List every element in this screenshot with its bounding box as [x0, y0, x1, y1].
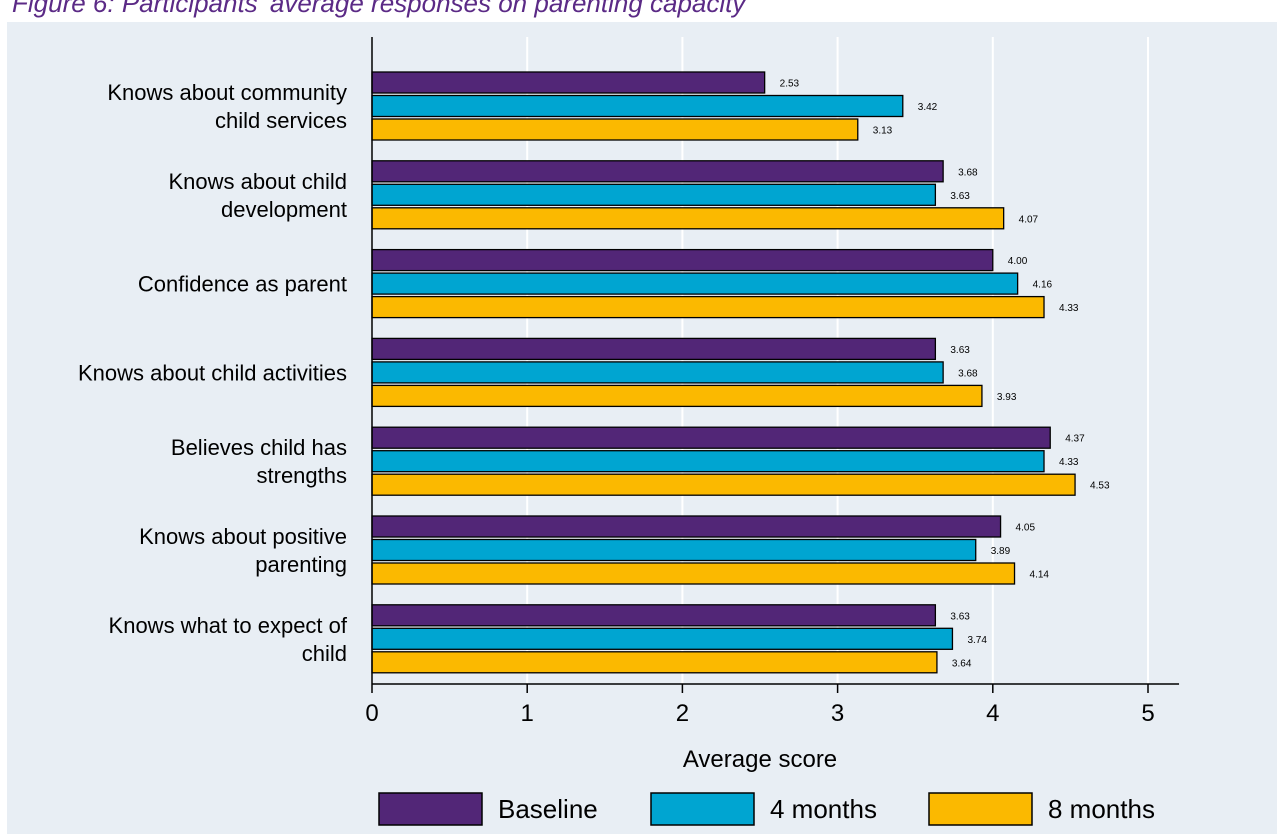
legend-label: Baseline	[498, 794, 598, 824]
bar	[371, 118, 859, 141]
category-label: Knows what to expect of	[109, 613, 348, 638]
bar	[371, 207, 1005, 230]
data-label: 3.89	[991, 546, 1011, 557]
bar	[371, 473, 1076, 496]
data-label: 3.68	[958, 368, 978, 379]
category-label: development	[221, 197, 347, 222]
bar	[371, 562, 1016, 585]
x-tick-label: 2	[676, 700, 689, 727]
category-label: Knows about community	[107, 80, 347, 105]
bar	[371, 361, 944, 384]
bar	[371, 450, 1045, 473]
bar	[371, 94, 904, 118]
chart-panel: 2.53 3.42 3.13 Knows about community child s…	[7, 22, 1277, 834]
x-tick-label: 1	[521, 700, 534, 727]
category-label: child	[302, 641, 347, 666]
category-label: Confidence as parent	[138, 272, 347, 297]
data-label: 4.16	[1033, 280, 1053, 291]
data-label: 4.37	[1065, 434, 1085, 445]
x-tick-label: 0	[365, 700, 378, 727]
bar	[371, 71, 766, 94]
data-label: 4.14	[1030, 570, 1050, 581]
legend-swatch	[928, 792, 1033, 826]
bar	[371, 384, 983, 408]
category-label: parenting	[255, 552, 347, 577]
bar-chart: 2.53 3.42 3.13 Knows about community child s…	[78, 37, 1180, 826]
data-label: 3.63	[950, 345, 970, 356]
data-label: 4.05	[1016, 523, 1036, 534]
data-label: 3.64	[952, 658, 972, 669]
data-label: 3.74	[967, 635, 987, 646]
bar	[371, 604, 937, 627]
data-label: 3.13	[873, 126, 893, 137]
category-label: Knows about child	[168, 169, 347, 194]
category-label: Believes child has	[171, 435, 347, 460]
data-label: 4.07	[1019, 214, 1039, 225]
data-label: 3.42	[918, 102, 938, 113]
bar	[371, 426, 1051, 449]
legend-label: 4 months	[770, 794, 877, 824]
bar	[371, 272, 1019, 295]
data-label: 4.33	[1059, 303, 1079, 314]
bar	[371, 651, 938, 674]
category-label: child services	[215, 108, 347, 133]
caption-text: Figure 6: Participants' average response…	[12, 0, 746, 18]
data-label: 3.68	[958, 167, 978, 178]
bar	[371, 515, 1002, 538]
data-label: 2.53	[780, 79, 800, 90]
legend-swatch	[378, 792, 483, 826]
bar	[371, 627, 954, 650]
data-label: 4.53	[1090, 481, 1110, 492]
data-label: 3.93	[997, 392, 1017, 403]
legend-label: 8 months	[1048, 794, 1155, 824]
bar	[371, 337, 937, 361]
category-label: strengths	[257, 463, 348, 488]
data-label: 4.00	[1008, 256, 1028, 267]
x-tick-label: 4	[986, 700, 999, 727]
bar	[371, 295, 1045, 319]
category-label: Knows about child activities	[78, 360, 347, 385]
bar	[371, 538, 977, 562]
x-tick-label: 3	[831, 700, 844, 727]
data-label: 3.63	[950, 191, 970, 202]
category-label: Knows about positive	[139, 524, 347, 549]
bar	[371, 248, 994, 272]
x-axis-title: Average score	[683, 746, 837, 773]
bar	[371, 183, 937, 206]
figure-caption: Figure 6: Participants' average response…	[0, 0, 1277, 22]
x-tick-label: 5	[1141, 700, 1154, 727]
data-label: 4.33	[1059, 457, 1079, 468]
data-label: 3.63	[950, 611, 970, 622]
legend-swatch	[650, 792, 755, 826]
bar	[371, 160, 944, 183]
